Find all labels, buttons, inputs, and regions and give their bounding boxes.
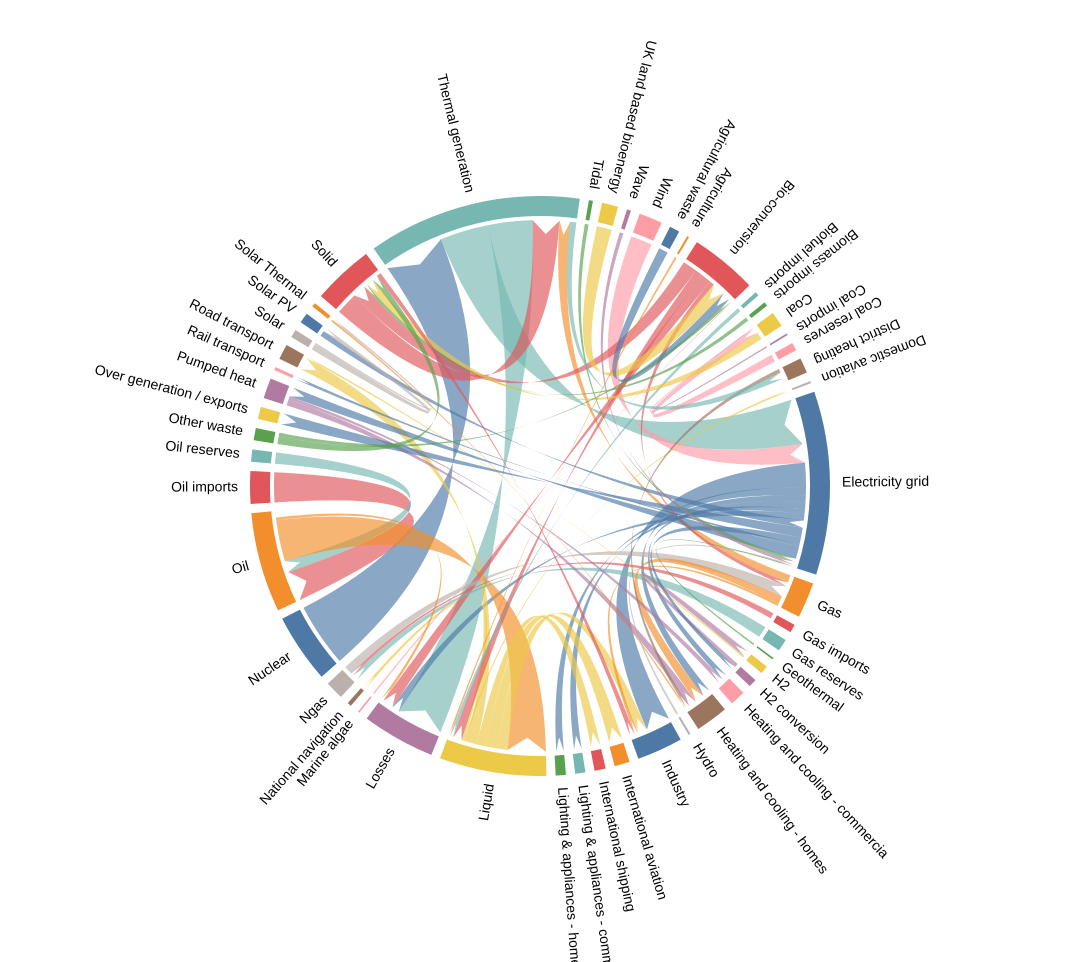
arc-oil[interactable]	[251, 511, 297, 611]
arc-marine-algae[interactable]	[357, 696, 372, 713]
arc-heating-and-cooling-commercia[interactable]	[718, 678, 744, 704]
arc-h2-conversion[interactable]	[735, 666, 756, 687]
label-industry: Industry	[659, 757, 694, 809]
arc-lighting-appliances-commercial[interactable]	[572, 752, 586, 774]
label-other-waste: Other waste	[167, 409, 244, 438]
ribbon-thermal-generation-to-losses	[398, 220, 533, 733]
ribbon-electricity-grid-to-h2-conversion	[650, 526, 801, 670]
label-losses: Losses	[362, 745, 398, 792]
ribbon-electricity-grid-to-pumped-heat	[289, 387, 800, 559]
arc-ngas[interactable]	[327, 669, 355, 697]
ribbon-coal-reserves-to-coal	[651, 327, 776, 418]
label-oil-imports: Oil imports	[171, 478, 238, 494]
arc-road-transport[interactable]	[279, 345, 305, 368]
arc-tidal[interactable]	[585, 200, 593, 221]
ribbon-bio-conversion-to-solid	[354, 262, 697, 384]
label-national-navigation: National navigation	[256, 707, 346, 807]
arc-uk-land-based-bioenergy[interactable]	[597, 202, 619, 226]
label-wind: Wind	[649, 175, 676, 211]
arc-lighting-appliances-homes[interactable]	[554, 754, 567, 776]
ribbon-bio-conversion-to-losses	[383, 275, 711, 708]
arc-biomass-imports[interactable]	[748, 302, 768, 319]
ribbon-oil-imports-to-oil	[273, 472, 414, 601]
arc-thermal-generation[interactable]	[373, 196, 580, 265]
ribbon-solid-to-thermal-generation	[338, 220, 560, 381]
label-solid: Solid	[308, 236, 341, 270]
arc-solar-pv[interactable]	[300, 313, 323, 334]
arc-gas-reserves[interactable]	[762, 629, 786, 651]
arc-electricity-grid[interactable]	[795, 391, 831, 575]
arc-hydro[interactable]	[678, 716, 691, 735]
arc-industry[interactable]	[631, 722, 681, 759]
ribbon-other-waste-to-bio-conversion	[278, 299, 732, 447]
chord-arcs	[250, 196, 831, 776]
arc-oil-imports[interactable]	[250, 470, 271, 505]
arc-solid[interactable]	[320, 253, 379, 310]
arc-losses[interactable]	[366, 702, 439, 755]
label-thermal-generation: Thermal generation	[434, 72, 478, 194]
arc-wind[interactable]	[632, 213, 662, 241]
arc-coal-reserves[interactable]	[774, 342, 797, 360]
arc-international-shipping[interactable]	[590, 748, 606, 771]
label-tidal: Tidal	[586, 158, 607, 190]
ribbon-nuclear-to-thermal-generation	[303, 239, 471, 661]
arc-solar[interactable]	[291, 329, 313, 348]
label-bio-conversion: Bio-conversion	[727, 177, 798, 259]
ribbon-liquid-to-international-aviation	[485, 614, 623, 749]
chord-ribbons	[273, 220, 806, 752]
label-oil: Oil	[230, 557, 251, 577]
ribbon-liquid-to-international-shipping	[476, 615, 601, 748]
ribbon-liquid-to-industry	[497, 612, 647, 751]
ribbon-uk-land-based-bioenergy-to-bio-conversion	[582, 226, 724, 377]
arc-international-aviation[interactable]	[609, 742, 630, 767]
arc-heating-and-cooling-homes[interactable]	[687, 693, 725, 729]
label-nuclear: Nuclear	[245, 648, 294, 689]
arc-biofuel-imports[interactable]	[740, 292, 759, 309]
label-oil-reserves: Oil reserves	[165, 437, 241, 461]
arc-pumped-heat[interactable]	[263, 378, 290, 405]
ribbon-agricultural-waste-to-bio-conversion	[612, 248, 730, 383]
arc-bio-conversion[interactable]	[686, 242, 750, 300]
label-hydro: Hydro	[690, 740, 723, 780]
arc-other-waste[interactable]	[253, 427, 276, 444]
arc-agricultural-waste[interactable]	[661, 226, 680, 250]
arc-domestic-aviation[interactable]	[791, 381, 812, 391]
ribbon-gas-to-heating-and-cooling-homes	[634, 558, 782, 702]
ribbon-electricity-grid-to-over-generation-exports	[281, 413, 803, 538]
arc-liquid[interactable]	[439, 739, 547, 776]
arc-geothermal[interactable]	[756, 646, 774, 660]
arc-coal[interactable]	[756, 312, 782, 337]
label-electricity-grid: Electricity grid	[842, 473, 929, 490]
arc-gas-imports[interactable]	[773, 615, 795, 633]
arc-coal-imports[interactable]	[769, 333, 788, 346]
arc-rail-transport[interactable]	[274, 367, 294, 379]
arc-agriculture[interactable]	[677, 236, 690, 255]
ribbon-oil-to-liquid	[276, 516, 546, 752]
arc-h2[interactable]	[746, 654, 767, 674]
arc-nuclear[interactable]	[282, 609, 337, 677]
label-liquid: Liquid	[475, 782, 497, 821]
label-wave: Wave	[626, 163, 652, 202]
arc-national-navigation[interactable]	[347, 688, 364, 706]
ribbon-oil-reserves-to-oil	[274, 452, 411, 573]
arc-oil-reserves[interactable]	[251, 449, 273, 464]
ribbon-electricity-grid-to-heating-and-cooling-commercia	[647, 506, 806, 680]
ribbon-other-waste-to-solid	[277, 275, 440, 452]
ribbon-wind-to-electricity-grid	[607, 236, 805, 465]
arc-solar-thermal[interactable]	[312, 303, 331, 319]
arc-over-generation-exports[interactable]	[257, 406, 281, 424]
arc-wave[interactable]	[621, 209, 631, 230]
arc-district-heating[interactable]	[782, 358, 807, 381]
label-gas: Gas	[815, 596, 845, 621]
arc-gas[interactable]	[781, 576, 814, 617]
